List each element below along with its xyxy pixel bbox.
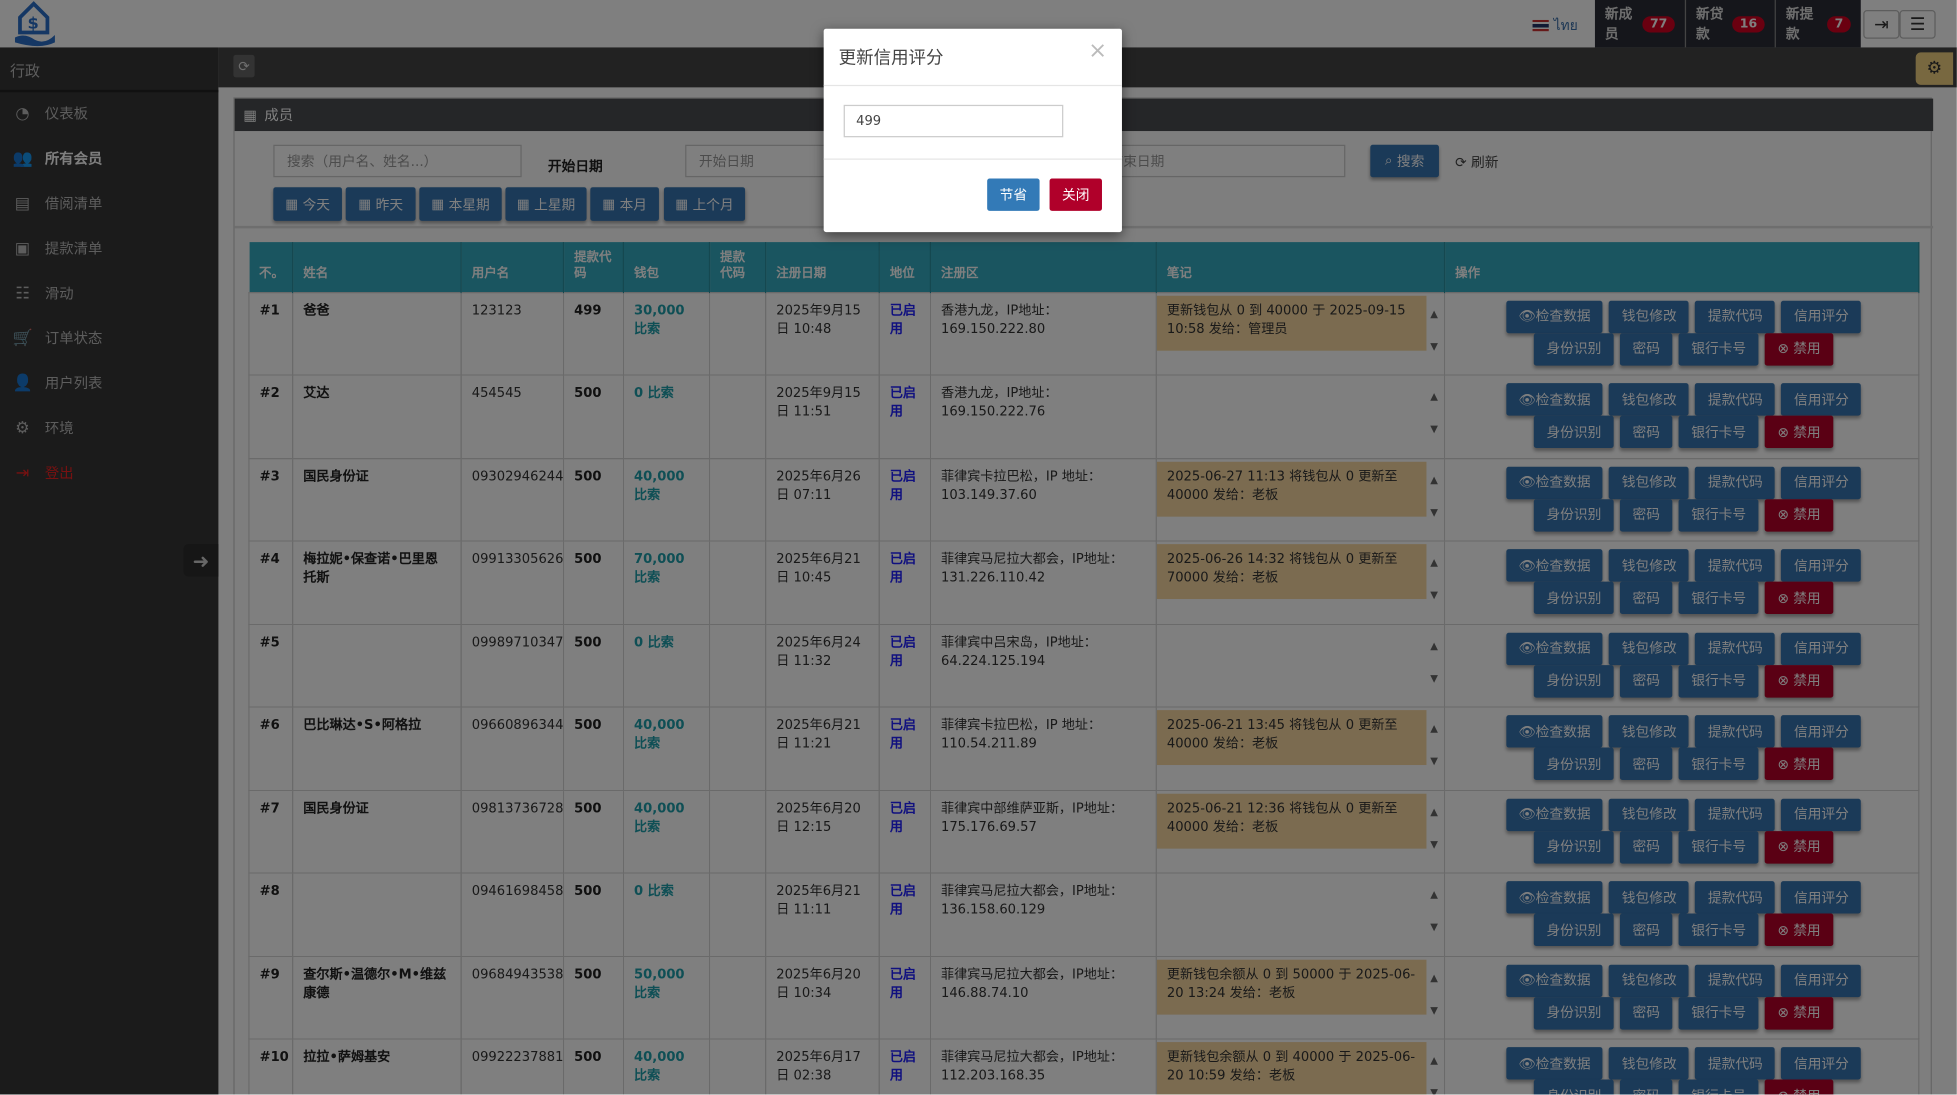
divider <box>823 84 1122 87</box>
save-button[interactable]: 节省 <box>987 178 1040 211</box>
credit-score-input[interactable] <box>843 104 1064 138</box>
credit-score-modal: 更新信用评分 × 节省 关闭 <box>823 28 1122 233</box>
close-icon[interactable]: × <box>1088 37 1108 64</box>
divider <box>823 158 1122 160</box>
modal-title: 更新信用评分 <box>838 48 944 69</box>
close-button[interactable]: 关闭 <box>1049 178 1102 211</box>
